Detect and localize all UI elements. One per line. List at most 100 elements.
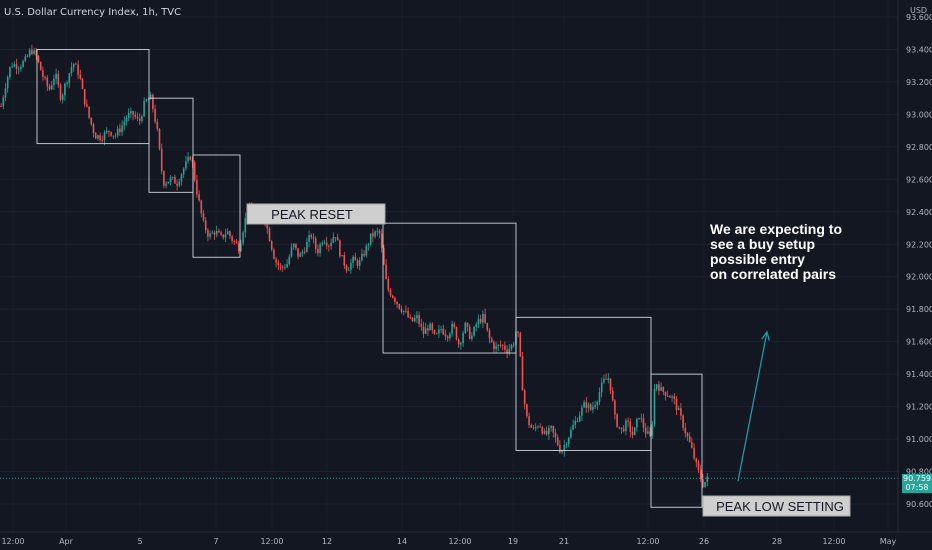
candle-body	[86, 104, 88, 107]
candle-body	[677, 408, 680, 410]
candle-body	[295, 243, 297, 249]
candle-body	[132, 111, 134, 115]
candle-body	[361, 253, 363, 261]
candle-body	[394, 297, 396, 302]
candle-body	[31, 49, 33, 54]
candle-body	[123, 121, 126, 126]
candle-body	[574, 420, 577, 425]
time-tick-label: 5	[137, 537, 142, 546]
candle-body	[103, 132, 106, 141]
candle-body	[68, 73, 71, 83]
candle-body	[561, 451, 563, 453]
candle-body	[585, 402, 588, 408]
candle-body	[409, 317, 412, 319]
candle-body	[233, 240, 236, 242]
candle-body	[625, 420, 627, 432]
candle-body	[477, 318, 480, 325]
note-line: We are expecting to	[710, 221, 843, 237]
candle-body	[655, 384, 658, 389]
candle-body	[121, 125, 123, 133]
candle-body	[374, 231, 376, 237]
candle-body	[528, 416, 530, 426]
candle-body	[517, 331, 519, 333]
candle-body	[620, 427, 623, 429]
time-axis[interactable]: 12:00 Apr 5 7 12:00 12 14 12:00 19 21 12:00 26 28 12:…	[1, 537, 896, 546]
time-tick-label: 28	[772, 537, 782, 546]
candle-body	[490, 338, 493, 343]
price-axis[interactable]: 93.600 93.400 93.200 93.000 92.800 92.600 92.4…	[906, 13, 932, 509]
candle-body	[17, 68, 20, 70]
candle-body	[281, 266, 284, 268]
candle-body	[22, 61, 24, 67]
candle-body	[603, 379, 605, 383]
candle-body	[20, 66, 22, 69]
candle-body	[343, 255, 346, 266]
time-tick-label: 12:00	[448, 537, 471, 546]
candle-body	[303, 251, 306, 253]
candle-body	[537, 426, 539, 428]
candle-body	[336, 237, 339, 241]
candle-body	[185, 161, 187, 169]
candle-body	[325, 242, 328, 246]
candle-body	[638, 417, 640, 419]
candle-body	[611, 390, 614, 401]
time-tick-label: Apr	[59, 537, 74, 546]
candle-body	[15, 64, 18, 69]
candle-body	[273, 249, 275, 259]
candle-body	[598, 392, 601, 402]
candle-body	[600, 382, 603, 393]
candle-body	[396, 301, 398, 305]
candle-body	[165, 183, 167, 186]
time-tick-label: May	[880, 537, 897, 546]
candle-body	[706, 476, 709, 483]
candle-body	[664, 391, 667, 396]
candle-body	[345, 265, 348, 271]
candle-body	[493, 342, 495, 350]
candle-body	[369, 233, 372, 245]
chart-title: U.S. Dollar Currency Index, 1h, TVC	[4, 7, 182, 18]
candle-body	[462, 333, 464, 344]
candle-body	[88, 106, 90, 118]
candle-body	[347, 269, 350, 271]
candle-body	[559, 444, 561, 453]
candle-body	[268, 228, 271, 242]
candle-body	[0, 106, 2, 108]
candle-body	[644, 427, 647, 434]
candle-body	[9, 67, 11, 77]
candle-body	[11, 66, 13, 68]
candle-body	[44, 77, 46, 78]
candle-body	[631, 431, 634, 436]
candle-body	[640, 417, 643, 419]
note-line: on correlated pairs	[710, 266, 837, 282]
candle-body	[2, 97, 5, 107]
candle-body	[53, 78, 55, 86]
candle-body	[570, 429, 572, 438]
candle-body	[550, 425, 552, 428]
candle-body	[451, 323, 453, 334]
candle-body	[609, 378, 612, 391]
candle-body	[75, 63, 77, 65]
candle-body	[341, 255, 343, 257]
candle-body	[209, 233, 211, 237]
price-tick-label: 93.600	[906, 13, 932, 22]
candle-body	[119, 128, 121, 133]
candle-body	[4, 88, 7, 98]
price-tick-label: 91.400	[906, 370, 932, 379]
pattern-boxes	[36, 49, 703, 508]
candle-body	[33, 50, 35, 54]
time-tick-label: 19	[508, 537, 518, 546]
candle-body	[13, 64, 16, 67]
price-tick-label: 90.600	[906, 500, 932, 509]
candle-body	[319, 244, 321, 254]
candle-body	[460, 343, 462, 345]
candle-body	[169, 177, 172, 182]
candle-body	[167, 181, 170, 184]
candle-body	[642, 418, 645, 428]
candle-body	[422, 326, 425, 334]
candle-body	[429, 323, 431, 331]
candle-body	[471, 335, 473, 339]
candle-body	[154, 108, 156, 122]
candle-body	[636, 418, 638, 428]
candle-body	[90, 117, 93, 125]
